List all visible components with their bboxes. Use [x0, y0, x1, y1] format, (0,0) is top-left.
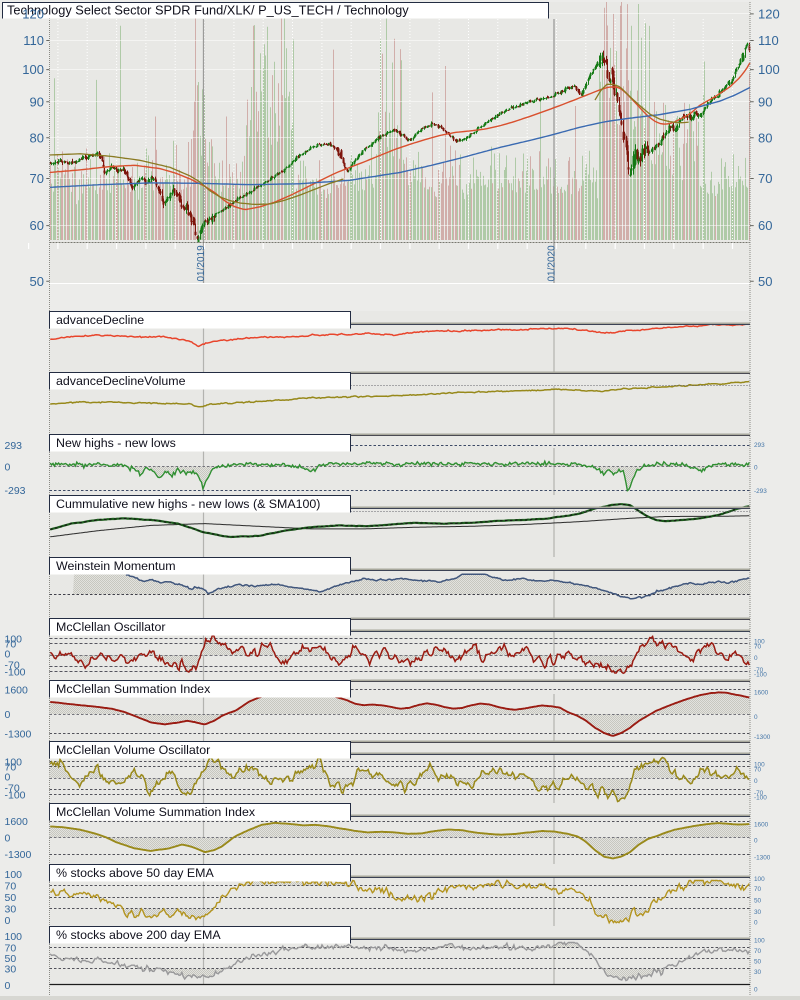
svg-text:70: 70: [5, 881, 17, 893]
svg-text:90: 90: [758, 94, 772, 109]
svg-text:0: 0: [5, 648, 11, 660]
svg-text:50: 50: [758, 274, 772, 289]
svg-text:50: 50: [5, 953, 17, 965]
svg-text:-100: -100: [754, 795, 767, 802]
svg-text:70: 70: [754, 644, 762, 651]
svg-text:100: 100: [5, 931, 23, 943]
svg-text:0: 0: [754, 655, 758, 662]
svg-text:0: 0: [5, 832, 11, 844]
svg-text:0: 0: [754, 987, 758, 994]
svg-text:Technology Select Sector SPDR: Technology Select Sector SPDR Fund/XLK/ …: [7, 3, 409, 18]
svg-text:-1300: -1300: [754, 734, 771, 741]
svg-text:100: 100: [754, 938, 765, 945]
svg-text:50: 50: [754, 898, 762, 905]
svg-text:120: 120: [758, 7, 780, 22]
svg-text:30: 30: [754, 969, 762, 976]
svg-text:80: 80: [30, 130, 44, 145]
svg-text:-293: -293: [5, 485, 26, 497]
svg-text:01/2020: 01/2020: [547, 245, 558, 282]
svg-text:McClellan Summation Index: McClellan Summation Index: [56, 682, 211, 696]
svg-text:0: 0: [754, 838, 758, 845]
svg-text:0: 0: [754, 714, 758, 721]
svg-text:-293: -293: [754, 488, 767, 495]
svg-text:-1300: -1300: [754, 854, 771, 861]
svg-text:advanceDecline: advanceDecline: [56, 313, 144, 327]
svg-text:30: 30: [754, 909, 762, 916]
svg-text:01/2019: 01/2019: [196, 245, 207, 282]
svg-text:-1300: -1300: [5, 729, 32, 741]
svg-text:50: 50: [5, 892, 17, 904]
svg-text:90: 90: [30, 94, 44, 109]
svg-text:Cummulative new highs - new lo: Cummulative new highs - new lows (& SMA1…: [56, 497, 320, 511]
svg-text:-100: -100: [754, 672, 767, 679]
svg-text:100: 100: [5, 869, 23, 881]
svg-text:60: 60: [30, 218, 44, 233]
svg-text:0: 0: [5, 915, 11, 927]
svg-text:-100: -100: [5, 789, 26, 801]
svg-text:0: 0: [5, 980, 11, 992]
svg-text:1600: 1600: [754, 822, 769, 829]
svg-text:70: 70: [5, 638, 17, 650]
svg-text:1600: 1600: [754, 690, 769, 697]
svg-text:120: 120: [22, 7, 44, 22]
svg-text:-70: -70: [5, 782, 20, 794]
svg-text:1600: 1600: [5, 816, 29, 828]
svg-text:100: 100: [754, 762, 765, 769]
svg-text:50: 50: [754, 959, 762, 966]
svg-text:293: 293: [754, 442, 765, 449]
svg-text:100: 100: [754, 876, 765, 883]
svg-text:advanceDeclineVolume: advanceDeclineVolume: [56, 374, 186, 388]
svg-text:-70: -70: [5, 659, 20, 671]
svg-text:0: 0: [5, 709, 11, 721]
svg-text:70: 70: [30, 171, 44, 186]
svg-text:0: 0: [754, 778, 758, 785]
svg-text:60: 60: [758, 218, 772, 233]
svg-text:McClellan Volume Summation Ind: McClellan Volume Summation Index: [56, 805, 256, 819]
svg-text:70: 70: [758, 171, 772, 186]
svg-text:30: 30: [5, 904, 17, 916]
svg-text:30: 30: [5, 964, 17, 976]
svg-text:100: 100: [22, 62, 44, 77]
svg-text:50: 50: [30, 274, 44, 289]
svg-text:0: 0: [5, 771, 11, 783]
svg-text:Weinstein Momentum: Weinstein Momentum: [56, 559, 176, 573]
svg-text:110: 110: [23, 33, 44, 48]
svg-text:New highs - new lows: New highs - new lows: [56, 436, 176, 450]
svg-text:70: 70: [754, 767, 762, 774]
svg-text:-1300: -1300: [5, 849, 32, 861]
svg-text:293: 293: [5, 440, 23, 452]
svg-text:100: 100: [754, 639, 765, 646]
svg-text:% stocks above 200 day EMA: % stocks above 200 day EMA: [56, 928, 221, 942]
svg-text:0: 0: [754, 465, 758, 472]
svg-text:80: 80: [758, 130, 772, 145]
svg-text:-70: -70: [754, 667, 764, 674]
svg-text:0: 0: [754, 920, 758, 927]
svg-text:70: 70: [754, 886, 762, 893]
svg-text:70: 70: [5, 942, 17, 954]
svg-text:McClellan Volume Oscillator: McClellan Volume Oscillator: [56, 743, 210, 757]
svg-text:0: 0: [5, 461, 11, 473]
svg-text:-70: -70: [754, 790, 764, 797]
svg-text:McClellan Oscillator: McClellan Oscillator: [56, 620, 165, 634]
svg-text:1600: 1600: [5, 684, 29, 696]
svg-text:110: 110: [758, 33, 779, 48]
svg-text:% stocks above 50 day EMA: % stocks above 50 day EMA: [56, 866, 214, 880]
svg-text:100: 100: [5, 756, 23, 768]
svg-text:-100: -100: [5, 666, 26, 678]
svg-text:70: 70: [754, 948, 762, 955]
svg-text:100: 100: [758, 62, 780, 77]
svg-text:70: 70: [5, 761, 17, 773]
svg-text:100: 100: [5, 633, 23, 645]
